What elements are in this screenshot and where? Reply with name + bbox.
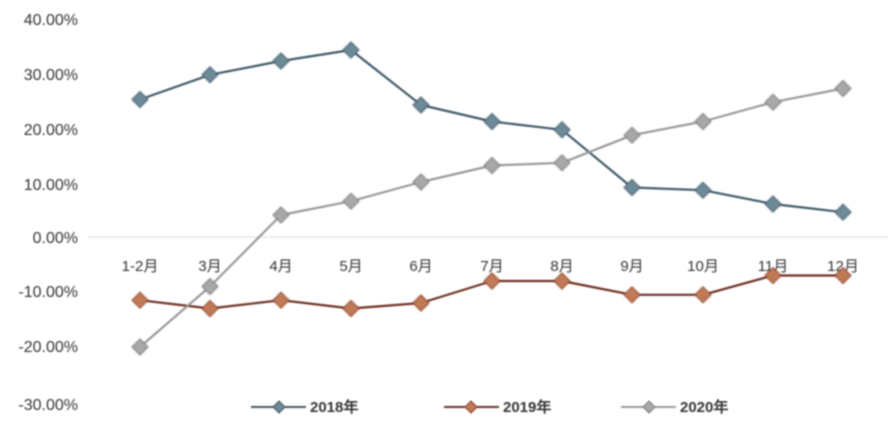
svg-text:40.00%: 40.00%	[24, 12, 78, 29]
svg-text:10.00%: 10.00%	[24, 177, 78, 194]
svg-text:4月: 4月	[269, 258, 292, 275]
svg-text:30.00%: 30.00%	[24, 67, 78, 84]
svg-text:-20.00%: -20.00%	[18, 339, 78, 356]
svg-text:1-2月: 1-2月	[122, 258, 159, 275]
svg-text:-10.00%: -10.00%	[18, 284, 78, 301]
svg-text:2020年: 2020年	[680, 398, 728, 416]
svg-text:0.00%: 0.00%	[33, 230, 78, 247]
svg-text:5月: 5月	[339, 258, 362, 275]
svg-text:10月: 10月	[687, 258, 719, 275]
svg-text:2019年: 2019年	[503, 398, 551, 416]
svg-text:3月: 3月	[198, 258, 221, 275]
svg-text:-30.00%: -30.00%	[18, 397, 78, 414]
svg-text:6月: 6月	[409, 258, 432, 275]
svg-text:20.00%: 20.00%	[24, 122, 78, 139]
svg-text:9月: 9月	[620, 258, 643, 275]
svg-text:2018年: 2018年	[310, 398, 358, 416]
